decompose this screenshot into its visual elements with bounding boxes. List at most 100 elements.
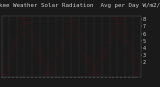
Point [132, 46, 134, 47]
Point [3, 74, 6, 75]
Point [82, 59, 84, 60]
Point [109, 41, 111, 42]
Point [139, 70, 142, 71]
Point [124, 41, 127, 42]
Point [38, 48, 40, 49]
Point [62, 43, 64, 44]
Point [105, 33, 108, 34]
Point [58, 57, 60, 59]
Point [106, 49, 109, 50]
Point [137, 60, 139, 62]
Point [56, 43, 58, 44]
Point [90, 53, 93, 55]
Point [124, 28, 126, 30]
Point [78, 31, 80, 32]
Point [21, 22, 24, 23]
Point [125, 35, 128, 37]
Point [86, 68, 89, 69]
Point [45, 74, 48, 75]
Point [64, 26, 67, 27]
Point [86, 63, 88, 65]
Point [39, 59, 42, 60]
Point [95, 74, 98, 75]
Point [71, 28, 74, 30]
Point [104, 41, 106, 42]
Point [78, 37, 80, 39]
Point [32, 39, 34, 41]
Point [36, 49, 38, 50]
Point [44, 66, 46, 68]
Point [120, 25, 122, 26]
Point [115, 23, 118, 24]
Point [87, 72, 89, 74]
Point [135, 66, 137, 67]
Point [13, 46, 16, 47]
Point [38, 48, 40, 50]
Point [127, 50, 130, 52]
Point [5, 64, 8, 65]
Point [27, 19, 30, 20]
Point [81, 46, 83, 48]
Point [68, 23, 70, 25]
Point [64, 44, 66, 45]
Point [134, 51, 136, 52]
Point [94, 68, 96, 69]
Point [59, 51, 61, 52]
Point [122, 28, 124, 29]
Point [94, 66, 96, 67]
Point [114, 20, 117, 21]
Point [93, 67, 95, 69]
Point [50, 64, 53, 65]
Point [78, 35, 81, 36]
Point [84, 55, 86, 56]
Point [35, 44, 37, 46]
Point [123, 21, 126, 22]
Point [30, 32, 32, 33]
Point [96, 74, 98, 75]
Point [102, 55, 104, 57]
Point [47, 70, 50, 71]
Point [103, 59, 106, 61]
Point [19, 25, 22, 27]
Point [31, 27, 33, 28]
Point [138, 66, 141, 68]
Point [29, 21, 32, 22]
Point [46, 72, 48, 74]
Point [132, 63, 134, 64]
Point [131, 60, 134, 61]
Point [65, 29, 68, 30]
Point [46, 70, 48, 71]
Point [112, 31, 115, 33]
Point [7, 56, 10, 57]
Point [83, 53, 85, 54]
Point [40, 52, 42, 53]
Point [51, 71, 53, 72]
Point [128, 42, 131, 43]
Point [125, 31, 127, 33]
Point [14, 38, 16, 40]
Point [80, 28, 82, 29]
Point [132, 73, 135, 74]
Point [87, 58, 90, 59]
Point [4, 74, 6, 75]
Point [61, 26, 63, 27]
Point [124, 40, 127, 41]
Point [90, 63, 92, 64]
Point [64, 23, 66, 25]
Point [19, 28, 21, 29]
Point [6, 67, 8, 68]
Point [102, 54, 105, 55]
Point [128, 46, 130, 48]
Point [4, 73, 6, 74]
Point [15, 47, 18, 49]
Point [139, 72, 141, 74]
Point [66, 21, 68, 23]
Point [67, 33, 69, 34]
Point [124, 42, 127, 43]
Point [137, 73, 140, 74]
Point [88, 66, 90, 68]
Point [16, 17, 19, 19]
Point [25, 23, 28, 25]
Point [117, 28, 120, 30]
Point [71, 28, 73, 29]
